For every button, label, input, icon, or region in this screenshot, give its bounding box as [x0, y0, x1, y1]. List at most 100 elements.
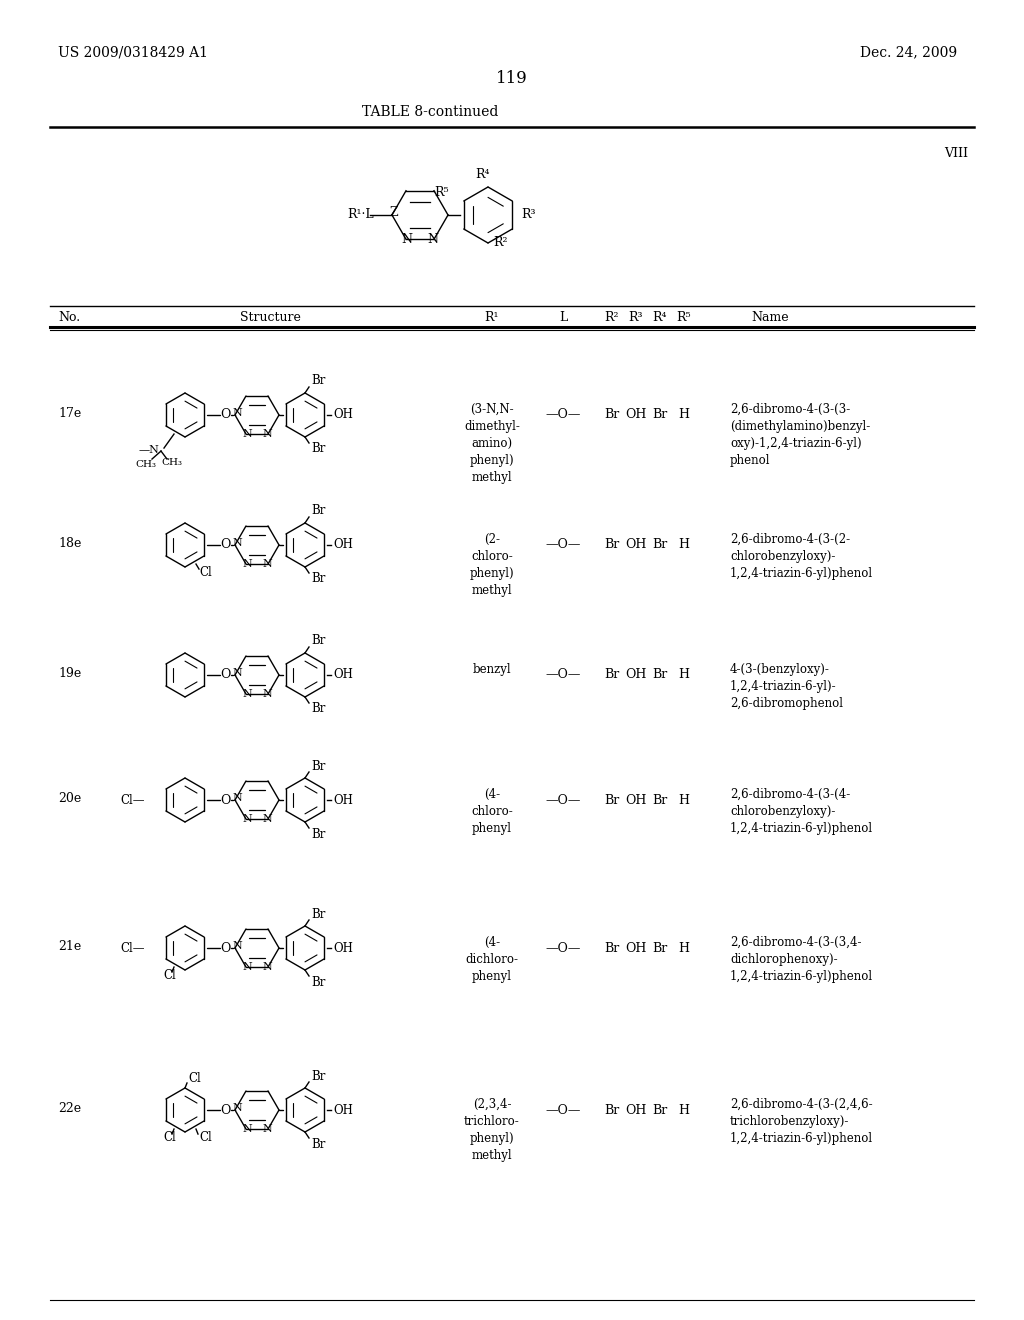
Text: Br: Br — [652, 408, 668, 421]
Text: Br: Br — [311, 702, 326, 715]
Text: Br: Br — [604, 1104, 620, 1117]
Text: Br: Br — [652, 539, 668, 552]
Text: CH₃: CH₃ — [162, 458, 182, 466]
Text: Br: Br — [311, 1069, 326, 1082]
Text: Br: Br — [311, 908, 326, 920]
Text: 17e: 17e — [58, 407, 81, 420]
Text: —O—: —O— — [546, 408, 581, 421]
Text: Br: Br — [311, 828, 326, 841]
Text: Cl: Cl — [188, 1072, 201, 1085]
Text: Structure: Structure — [240, 312, 300, 323]
Text: Cl—: Cl— — [121, 941, 145, 954]
Text: Cl—: Cl— — [121, 793, 145, 807]
Text: OH: OH — [626, 1104, 647, 1117]
Text: (4-
chloro-
phenyl: (4- chloro- phenyl — [471, 788, 513, 836]
Text: R⁴: R⁴ — [476, 169, 490, 181]
Text: O: O — [220, 1104, 230, 1117]
Text: —O—: —O— — [546, 793, 581, 807]
Text: 4-(3-(benzyloxy)-
1,2,4-triazin-6-yl)-
2,6-dibromophenol: 4-(3-(benzyloxy)- 1,2,4-triazin-6-yl)- 2… — [730, 663, 843, 710]
Text: 119: 119 — [496, 70, 528, 87]
Text: 2,6-dibromo-4-(3-(4-
chlorobenzyloxy)-
1,2,4-triazin-6-yl)phenol: 2,6-dibromo-4-(3-(4- chlorobenzyloxy)- 1… — [730, 788, 873, 836]
Text: Cl: Cl — [164, 969, 176, 982]
Text: OH: OH — [333, 408, 353, 421]
Text: Dec. 24, 2009: Dec. 24, 2009 — [860, 45, 957, 59]
Text: L: L — [559, 312, 567, 323]
Text: Cl: Cl — [199, 565, 212, 578]
Text: N: N — [262, 689, 272, 700]
Text: OH: OH — [626, 408, 647, 421]
Text: (3-N,N-
dimethyl-
amino)
phenyl)
methyl: (3-N,N- dimethyl- amino) phenyl) methyl — [464, 403, 520, 484]
Text: N: N — [262, 560, 272, 569]
Text: R²: R² — [493, 236, 508, 249]
Text: Br: Br — [311, 504, 326, 517]
Text: Cl: Cl — [164, 1130, 176, 1143]
Text: R¹: R¹ — [484, 312, 500, 323]
Text: OH: OH — [333, 941, 353, 954]
Text: —O—: —O— — [546, 539, 581, 552]
Text: Br: Br — [604, 793, 620, 807]
Text: —O—: —O— — [546, 668, 581, 681]
Text: H: H — [679, 941, 689, 954]
Text: R⁵: R⁵ — [677, 312, 691, 323]
Text: O: O — [220, 539, 230, 552]
Text: R³: R³ — [521, 209, 536, 222]
Text: OH: OH — [333, 668, 353, 681]
Text: CH₃: CH₃ — [135, 459, 157, 469]
Text: N: N — [242, 962, 252, 972]
Text: OH: OH — [333, 539, 353, 552]
Text: 2,6-dibromo-4-(3-(3-
(dimethylamino)benzyl-
oxy)-1,2,4-triazin-6-yl)
phenol: 2,6-dibromo-4-(3-(3- (dimethylamino)benz… — [730, 403, 870, 467]
Text: 22e: 22e — [58, 1102, 81, 1115]
Text: Br: Br — [311, 375, 326, 388]
Text: Br: Br — [652, 793, 668, 807]
Text: N: N — [232, 408, 242, 418]
Text: Br: Br — [604, 941, 620, 954]
Text: H: H — [679, 539, 689, 552]
Text: benzyl: benzyl — [473, 663, 511, 676]
Text: R²: R² — [605, 312, 620, 323]
Text: 2,6-dibromo-4-(3-(2-
chlorobenzyloxy)-
1,2,4-triazin-6-yl)phenol: 2,6-dibromo-4-(3-(2- chlorobenzyloxy)- 1… — [730, 533, 873, 579]
Text: Br: Br — [311, 759, 326, 772]
Text: N: N — [262, 814, 272, 824]
Text: 18e: 18e — [58, 537, 81, 550]
Text: OH: OH — [626, 941, 647, 954]
Text: R⁵: R⁵ — [434, 186, 450, 199]
Text: (2,3,4-
trichloro-
phenyl)
methyl: (2,3,4- trichloro- phenyl) methyl — [464, 1098, 520, 1162]
Text: N: N — [242, 689, 252, 700]
Text: N: N — [232, 941, 242, 950]
Text: OH: OH — [626, 668, 647, 681]
Text: O: O — [220, 408, 230, 421]
Text: Br: Br — [652, 1104, 668, 1117]
Text: R¹·L: R¹·L — [347, 209, 374, 222]
Text: N: N — [262, 962, 272, 972]
Text: OH: OH — [333, 793, 353, 807]
Text: 2,6-dibromo-4-(3-(2,4,6-
trichlorobenzyloxy)-
1,2,4-triazin-6-yl)phenol: 2,6-dibromo-4-(3-(2,4,6- trichlorobenzyl… — [730, 1098, 873, 1144]
Text: Br: Br — [311, 635, 326, 648]
Text: Br: Br — [311, 1138, 326, 1151]
Text: N: N — [242, 429, 252, 440]
Text: (4-
dichloro-
phenyl: (4- dichloro- phenyl — [466, 936, 518, 983]
Text: Br: Br — [311, 975, 326, 989]
Text: Cl: Cl — [199, 1130, 212, 1143]
Text: N: N — [242, 814, 252, 824]
Text: Br: Br — [311, 573, 326, 586]
Text: 21e: 21e — [58, 940, 81, 953]
Text: H: H — [679, 1104, 689, 1117]
Text: No.: No. — [58, 312, 80, 323]
Text: OH: OH — [626, 793, 647, 807]
Text: O: O — [220, 668, 230, 681]
Text: Br: Br — [652, 668, 668, 681]
Text: H: H — [679, 668, 689, 681]
Text: N: N — [232, 793, 242, 803]
Text: N: N — [401, 232, 413, 246]
Text: Br: Br — [604, 539, 620, 552]
Text: N: N — [262, 429, 272, 440]
Text: Br: Br — [604, 408, 620, 421]
Text: (2-
chloro-
phenyl)
methyl: (2- chloro- phenyl) methyl — [470, 533, 514, 597]
Text: 20e: 20e — [58, 792, 81, 805]
Text: Br: Br — [652, 941, 668, 954]
Text: N: N — [232, 1104, 242, 1113]
Text: N: N — [262, 1125, 272, 1134]
Text: R⁴: R⁴ — [652, 312, 668, 323]
Text: N: N — [242, 560, 252, 569]
Text: Br: Br — [604, 668, 620, 681]
